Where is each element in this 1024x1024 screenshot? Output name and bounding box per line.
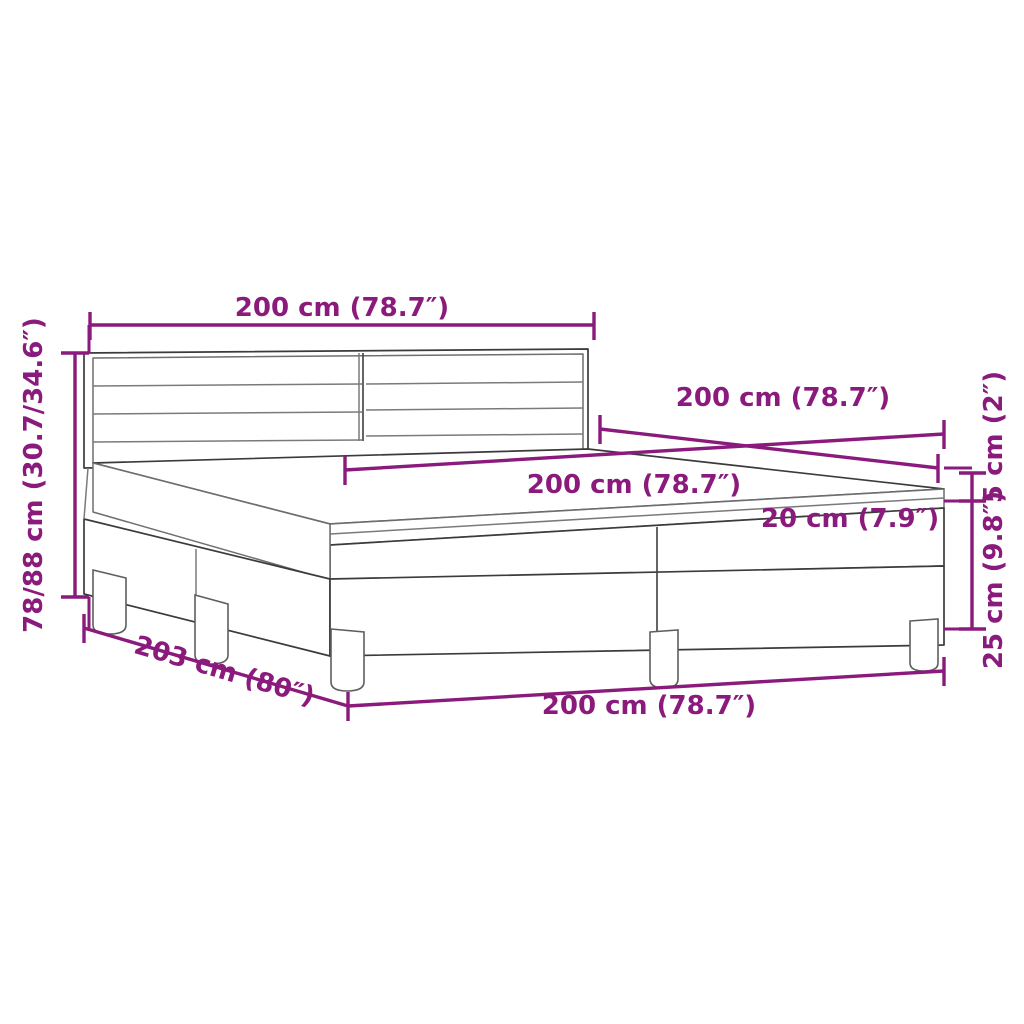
dim-line-mattress-width — [344, 432, 945, 472]
bed-leg-front-center — [649, 629, 679, 689]
dimension-mattress-width: 200 cm (78.7″) — [343, 420, 946, 500]
dim-label-base-width-bottom: 200 cm (78.7″) — [542, 691, 756, 721]
bed-leg-front-right — [909, 618, 939, 672]
bed-leg-rear-left — [92, 568, 127, 635]
dim-label-mattress-width: 200 cm (78.7″) — [527, 470, 741, 500]
dimension-right-extensions — [944, 466, 972, 631]
headboard-panel-seam-1 — [92, 383, 363, 387]
headboard-panel-seam-6 — [365, 433, 584, 437]
dim-label-mattress-thickness: 20 cm (7.9″) — [761, 504, 939, 534]
dimension-base-width-bottom: 200 cm (78.7″) — [347, 657, 946, 721]
headboard-support-left — [83, 467, 89, 520]
dim-label-bed-depth-top: 200 cm (78.7″) — [676, 383, 890, 413]
headboard-panel-seam-4 — [365, 381, 584, 385]
dim-label-base-height: 25 cm (9.8″) — [979, 491, 1009, 669]
dimension-headboard-width: 200 cm (78.7″) — [88, 293, 596, 340]
dim-line-base-depth — [83, 626, 349, 708]
mattress-topper-seam — [329, 497, 945, 535]
dim-label-topper-thickness: 5 cm (2″) — [979, 371, 1009, 503]
headboard-panel-seam-3 — [92, 439, 363, 443]
dimension-base-height: 25 cm (9.8″) — [959, 491, 1009, 669]
dimension-total-height: 78/88 cm (30.7/34.6″) — [19, 317, 91, 633]
dim-line-bed-depth-top — [599, 427, 939, 470]
headboard-panel-seam-5 — [365, 407, 584, 411]
bed-leg-front-left — [330, 628, 365, 692]
dimension-bed-depth-top: 200 cm (78.7″) — [598, 383, 940, 483]
bed-illustration — [83, 348, 945, 692]
dimension-mattress-thickness: 20 cm (7.9″) — [761, 504, 939, 534]
base-front-face — [329, 565, 945, 657]
dim-label-total-height: 78/88 cm (30.7/34.6″) — [19, 317, 49, 633]
dim-line-base-width-bottom — [347, 669, 945, 708]
dimension-topper-thickness: 5 cm (2″) — [959, 371, 1009, 503]
dim-label-headboard-width: 200 cm (78.7″) — [235, 293, 449, 323]
headboard-panel-seam-2 — [92, 411, 363, 415]
